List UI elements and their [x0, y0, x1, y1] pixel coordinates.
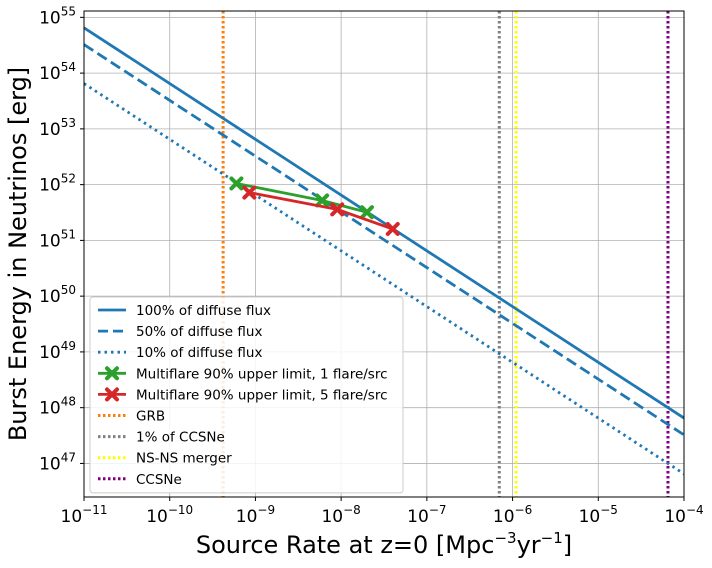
y-tick-label: 1050 — [39, 283, 76, 307]
y-axis-ticks: 1047 1048 1049 1050 1051 1052 1053 1054 1055 — [39, 4, 84, 474]
legend-label: 10% of diffuse flux — [136, 345, 262, 361]
y-tick-label: 1052 — [39, 172, 76, 196]
legend-label: 1% of CCSNe — [136, 430, 225, 446]
marker-stroke — [229, 176, 244, 191]
x-tick-label: 10−7 — [407, 503, 446, 527]
data-point — [359, 205, 374, 220]
legend-box — [89, 296, 404, 494]
x-axis-label: Source Rate at z=0 [Mpc−3yr−1] — [196, 529, 572, 559]
marker-stroke — [385, 222, 400, 237]
legend-entry: 100% of diffuse flux — [98, 303, 271, 319]
legend-marker — [105, 387, 119, 402]
x-axis-label-mid: yr — [517, 531, 541, 559]
legend-entry: 50% of diffuse flux — [98, 324, 262, 340]
legend-label: 100% of diffuse flux — [136, 303, 271, 319]
legend-label: 50% of diffuse flux — [136, 324, 262, 340]
legend: 100% of diffuse flux 50% of diffuse flux 1… — [89, 296, 404, 494]
legend-label: GRB — [136, 409, 165, 425]
series-group — [84, 26, 684, 476]
marker-stroke — [330, 202, 345, 217]
series-line-3 — [84, 82, 684, 476]
x-axis-label-end: ] — [563, 531, 572, 559]
legend-marker — [105, 366, 119, 381]
x-tick-label: 10−4 — [664, 503, 703, 527]
data-point — [330, 202, 345, 217]
series-line-1 — [84, 26, 684, 420]
x-axis-ticks: 10−11 10−10 10−9 10−8 10−7 10−6 10−5 10−4 — [61, 497, 704, 527]
legend-entry: Multiflare 90% upper limit, 1 flare/src — [98, 366, 388, 382]
data-point — [229, 176, 244, 191]
y-tick-label: 1054 — [39, 60, 76, 84]
legend-label: CCSNe — [136, 472, 182, 488]
legend-entry: GRB — [98, 409, 165, 425]
x-axis-label-main: Source Rate at z=0 [Mpc — [196, 531, 495, 559]
legend-entry: NS-NS merger — [98, 451, 232, 467]
data-point — [315, 193, 330, 208]
x-axis-label-sup1: −3 — [494, 529, 516, 547]
legend-label: Multiflare 90% upper limit, 5 flare/src — [136, 387, 388, 403]
y-axis-label: Burst Energy in Neutrinos [erg] — [4, 67, 32, 441]
series-line-2 — [84, 43, 684, 437]
legend-entry: CCSNe — [98, 472, 182, 488]
x-tick-label: 10−11 — [61, 503, 108, 527]
x-tick-label: 10−6 — [493, 503, 532, 527]
y-tick-label: 1051 — [39, 227, 76, 251]
legend-label: Multiflare 90% upper limit, 1 flare/src — [136, 366, 388, 382]
marker-stroke — [315, 193, 330, 208]
y-tick-label: 1053 — [39, 116, 76, 140]
legend-label: NS-NS merger — [136, 451, 232, 467]
legend-entry: 10% of diffuse flux — [98, 345, 262, 361]
y-tick-label: 1048 — [39, 395, 76, 419]
y-tick-label: 1047 — [39, 450, 76, 474]
marker-stroke — [359, 205, 374, 220]
x-axis-label-sup2: −1 — [541, 529, 563, 547]
marker-stroke — [105, 387, 119, 402]
data-point — [242, 185, 257, 200]
x-tick-label: 10−9 — [236, 503, 275, 527]
plot-frame — [83, 10, 685, 498]
y-tick-label: 1055 — [39, 4, 76, 28]
legend-entry: 1% of CCSNe — [98, 430, 225, 446]
x-tick-label: 10−10 — [146, 503, 193, 527]
data-point — [385, 222, 400, 237]
x-tick-label: 10−8 — [321, 503, 360, 527]
marker-stroke — [105, 366, 119, 381]
y-tick-label: 1049 — [39, 339, 76, 363]
legend-entry: Multiflare 90% upper limit, 5 flare/src — [98, 387, 388, 403]
x-tick-label: 10−5 — [579, 503, 618, 527]
marker-stroke — [242, 185, 257, 200]
